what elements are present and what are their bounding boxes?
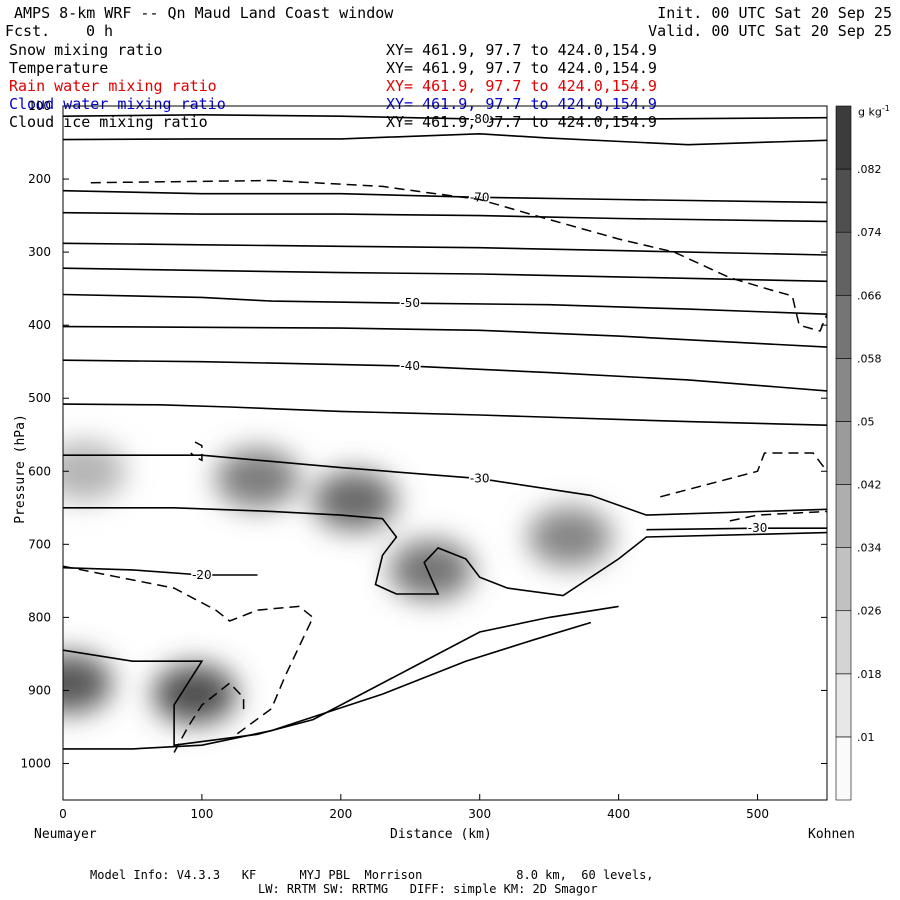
isotherm-dashed (90, 179, 827, 332)
isotherm-label: -30 (470, 472, 490, 486)
isotherm-solid (63, 242, 827, 256)
isotherm-solid (63, 189, 827, 204)
colorbar-segment (835, 421, 852, 485)
x-tick-label: 400 (607, 807, 630, 821)
x-tick-label: 500 (746, 807, 769, 821)
isotherm-dashed (63, 565, 314, 735)
colorbar-label: .074 (857, 226, 882, 239)
isotherm-dashed (660, 452, 827, 498)
isotherm-solid (63, 359, 827, 392)
isotherm-solid (63, 267, 827, 283)
snow-blobs (63, 441, 613, 725)
isotherm-dashed (729, 510, 827, 522)
isotherm-solid (63, 621, 592, 750)
field-name: Snow mixing ratio (9, 41, 163, 59)
x-right-label: Kohnen (808, 827, 855, 842)
isotherm-label: -20 (192, 568, 212, 582)
snow-blob (63, 441, 126, 502)
colorbar-segment (835, 105, 852, 170)
isotherm-dashed (173, 682, 245, 753)
snow-blob (215, 448, 300, 509)
field-xy: XY= 461.9, 97.7 to 424.0,154.9 (386, 41, 657, 59)
colorbar-label: .026 (857, 605, 882, 618)
colorbar-segment (835, 484, 852, 548)
snow-blob (389, 539, 474, 600)
y-tick-label: 200 (28, 172, 51, 186)
x-tick-label: 200 (329, 807, 352, 821)
colorbar-segment (835, 673, 852, 738)
isotherm-solid (63, 454, 827, 516)
colorbar-label: .058 (857, 352, 882, 365)
x-axis-label: Distance (km) (390, 827, 492, 842)
isotherm-solid (63, 211, 827, 223)
forecast-label: Fcst. (5, 22, 51, 40)
y-tick-label: 600 (28, 464, 51, 478)
colorbar-segment (835, 736, 852, 801)
isotherm-solid (63, 403, 827, 426)
temperature-contours: -80 -70 -50 -40 -30 -30 -20 (63, 111, 827, 753)
colorbar-label: .018 (857, 668, 882, 681)
isotherm-solid (63, 293, 827, 315)
field-xy: XY= 461.9, 97.7 to 424.0,154.9 (386, 95, 657, 113)
colorbar-label: .01 (857, 731, 875, 744)
valid-time: Valid. 00 UTC Sat 20 Sep 25 (648, 22, 892, 40)
x-tick-label: 300 (468, 807, 491, 821)
isotherm-label: -30 (748, 521, 768, 535)
x-tick-label: 0 (59, 807, 67, 821)
x-tick-label: 100 (190, 807, 213, 821)
field-name: Rain water mixing ratio (9, 77, 217, 95)
isotherm-label: -50 (400, 296, 420, 310)
y-tick-label: 500 (28, 391, 51, 405)
colorbar-unit: g kg-1 (858, 104, 890, 119)
field-xy: XY= 461.9, 97.7 to 424.0,154.9 (386, 77, 657, 95)
isotherm-solid (63, 566, 258, 576)
axes: 0 100 200 300 400 500 100 200 300 400 500 600 700 800… (20, 99, 827, 821)
y-tick-label: 100 (28, 99, 51, 113)
isotherm-label: -70 (470, 190, 490, 204)
field-xy: XY= 461.9, 97.7 to 424.0,154.9 (386, 59, 657, 77)
field-name: Temperature (9, 59, 109, 77)
colorbar-label: .066 (857, 289, 882, 302)
colorbar-label: .042 (857, 479, 882, 492)
y-tick-label: 800 (28, 610, 51, 624)
x-left-label: Neumayer (34, 827, 97, 842)
colorbar-segment (835, 547, 852, 612)
forecast-hour: 0 h (86, 22, 114, 40)
snow-blob (63, 653, 112, 714)
model-info: Model Info: V4.3.3 KF MYJ PBL Morrison 8… (90, 868, 654, 882)
field-name: Cloud water mixing ratio (9, 95, 226, 113)
init-time: Init. 00 UTC Sat 20 Sep 25 (657, 4, 892, 22)
isotherm-solid (63, 132, 827, 146)
chart-title: AMPS 8-km WRF -- Qn Maud Land Coast wind… (14, 4, 394, 22)
isotherm-solid (63, 325, 827, 348)
colorbar-label: .034 (857, 542, 882, 555)
colorbar-segment (835, 610, 852, 675)
y-tick-label: 300 (28, 245, 51, 259)
snow-mixing-ratio-shading (63, 441, 613, 725)
colorbar: .01 .018 .026 .034 .042 .05 .058 .066 .074 .082 (835, 105, 882, 801)
colorbar-label: .082 (857, 163, 882, 176)
y-axis-label: Pressure (hPa) (12, 414, 28, 524)
isotherm-solid (63, 507, 827, 597)
colorbar-segment (835, 294, 852, 359)
plot-frame (62, 105, 828, 801)
field-name: Cloud ice mixing ratio (9, 113, 208, 131)
isotherm-label: -40 (400, 359, 420, 373)
colorbar-segment (835, 231, 852, 296)
isotherm-dashed (190, 441, 203, 462)
snow-blob (528, 507, 613, 568)
isotherm-label: -80 (470, 112, 490, 126)
colorbar-label: .05 (857, 415, 875, 428)
isotherm-solid (63, 605, 619, 747)
isotherm-solid (63, 113, 827, 120)
y-tick-label: 900 (28, 683, 51, 697)
colorbar-segment (835, 358, 852, 422)
colorbar-segment (835, 168, 852, 233)
physics-info: LW: RRTM SW: RRTMG DIFF: simple KM: 2D S… (258, 882, 598, 896)
y-tick-label: 700 (28, 537, 51, 551)
y-tick-label: 1000 (20, 756, 51, 770)
isotherm-solid (646, 527, 827, 531)
y-tick-label: 400 (28, 318, 51, 332)
